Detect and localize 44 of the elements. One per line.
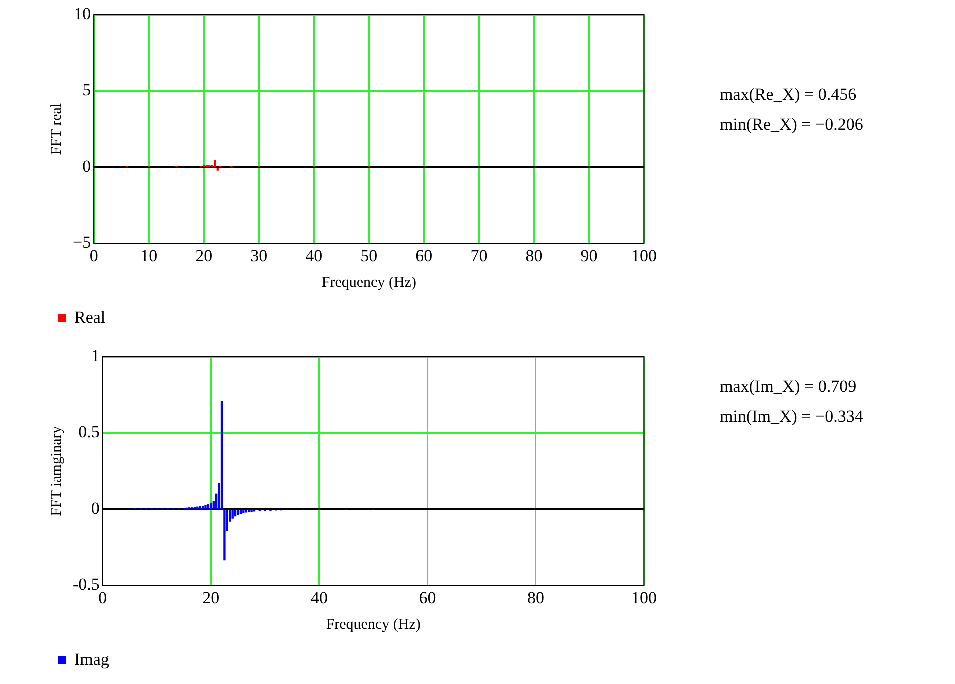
y-axis-title: FFT iamginary — [48, 426, 65, 516]
y-tick-label: 0 — [82, 156, 92, 176]
x-tick-label: 50 — [360, 246, 378, 266]
x-tick-label: 90 — [580, 246, 598, 266]
text: max(Im_X) = 0.709 — [720, 376, 858, 398]
bar — [210, 502, 212, 509]
y-tick-label: 0.5 — [78, 422, 100, 442]
x-tick-label: 60 — [419, 588, 436, 608]
text: min(Im_X) = −0.334 — [720, 406, 864, 428]
legend-label: Real — [74, 308, 106, 327]
text: min(Re_X) = −0.206 — [720, 114, 864, 136]
x-tick-label: 100 — [632, 588, 657, 608]
bar — [240, 510, 242, 514]
y-tick-label: 0 — [91, 498, 100, 518]
x-tick-label: 10 — [140, 246, 158, 266]
y-tick-label: −5 — [72, 233, 92, 252]
bar — [224, 510, 226, 561]
bar — [245, 510, 248, 513]
x-tick-label: 60 — [416, 246, 433, 266]
x-tick-label: 70 — [470, 246, 488, 266]
y-tick-label: 1 — [91, 346, 100, 366]
x-tick-label: 40 — [310, 588, 328, 608]
bar — [204, 505, 207, 509]
x-tick-label: 30 — [250, 246, 268, 266]
bar — [232, 510, 234, 519]
x-tick-label: 100 — [632, 246, 657, 266]
x-tick-label: 40 — [306, 246, 323, 266]
legend-label: Imag — [74, 650, 110, 669]
x-tick-label: 20 — [196, 246, 213, 266]
bar — [207, 504, 210, 509]
x-axis-title: Frequency (Hz) — [322, 274, 416, 291]
y-tick-label: -0.5 — [72, 575, 100, 594]
x-tick-label: 80 — [527, 588, 544, 608]
y-axis-title: FFT real — [48, 103, 65, 156]
text: max(Re_X) = 0.456 — [720, 84, 858, 106]
x-tick-label: 80 — [526, 246, 543, 266]
y-tick-label: 5 — [82, 80, 92, 100]
bar — [250, 510, 253, 512]
bar — [234, 510, 237, 517]
x-axis-title: Frequency (Hz) — [326, 616, 421, 633]
bar — [237, 510, 240, 516]
bar — [202, 506, 204, 509]
y-tick-label: 10 — [74, 4, 92, 24]
x-tick-label: 20 — [202, 588, 220, 608]
